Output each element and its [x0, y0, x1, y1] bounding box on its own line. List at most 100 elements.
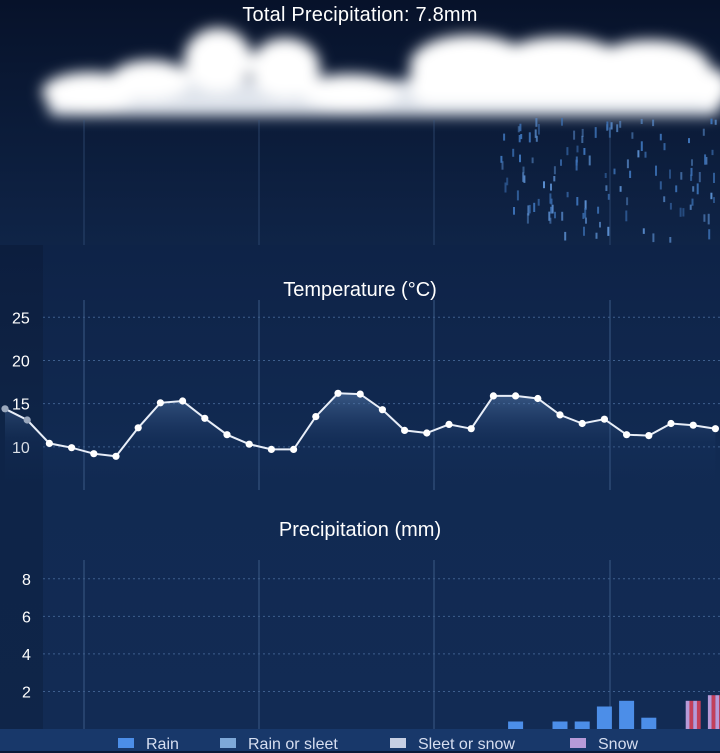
temperature-point — [134, 424, 142, 432]
rain-drop — [711, 149, 714, 156]
temperature-title: Temperature (°C) — [283, 279, 437, 301]
rain-drop — [663, 143, 666, 151]
rain-drop — [537, 124, 540, 135]
rain-drop — [680, 172, 683, 180]
rain-drop — [554, 211, 556, 219]
rain-drop — [669, 202, 672, 210]
precipitation-title: Precipitation (mm) — [278, 519, 442, 541]
temperature-point — [267, 445, 275, 453]
temperature-point — [1, 405, 9, 413]
temperature-point — [467, 425, 475, 433]
precipitation-bar — [508, 721, 524, 729]
rain-drop — [652, 233, 655, 243]
legend-label-snow: Snow — [598, 736, 639, 753]
rain-drop — [564, 231, 567, 241]
temperature-point — [45, 439, 54, 447]
rain-drop — [644, 151, 647, 158]
rain-drop — [702, 128, 705, 136]
rain-drop — [616, 124, 619, 133]
rain-drop — [566, 147, 569, 156]
rain-drop — [710, 192, 713, 200]
rain-drop — [669, 169, 671, 179]
legend-swatch-rain-or-sleet — [220, 738, 236, 748]
rain-drop — [550, 206, 553, 214]
legend-swatch-rain — [118, 738, 134, 748]
rain-drop — [710, 118, 713, 125]
temperature-point — [290, 445, 298, 453]
rain-drop — [619, 186, 622, 192]
temperature-point — [445, 420, 453, 428]
rain-drop — [629, 170, 632, 178]
legend-label-sleet-or-snow: Sleet or snow — [418, 736, 515, 753]
rain-drop — [550, 183, 552, 191]
precipitation-bar — [552, 721, 568, 729]
temperature-point — [312, 413, 320, 421]
temperature-point — [489, 392, 497, 400]
rain-drop — [583, 226, 585, 236]
rain-drop — [713, 172, 715, 183]
rain-drop — [548, 211, 551, 221]
rain-drop — [613, 168, 616, 175]
temperature-tick-label: 15 — [12, 397, 30, 414]
rain-drop — [691, 159, 693, 166]
temperature-chart: 25201510 — [1, 300, 720, 490]
rain-drop — [652, 119, 655, 127]
rain-drop — [703, 214, 706, 222]
temperature-point — [68, 444, 76, 452]
rain-drops — [500, 118, 717, 243]
temperature-point — [667, 419, 675, 428]
precipitation-bar — [715, 695, 720, 729]
precipitation-bar — [689, 700, 694, 729]
rain-drop — [607, 193, 610, 200]
rain-drop — [576, 197, 579, 206]
precipitation-tick-label: 4 — [22, 647, 31, 664]
legend-item-sleet-or-snow: Sleet or snow — [390, 737, 515, 753]
rain-drop — [659, 181, 662, 190]
rain-drop — [642, 228, 645, 234]
temperature-point — [223, 431, 231, 439]
rain-drop — [581, 128, 584, 137]
rain-drop — [640, 118, 643, 124]
rain-drop — [692, 186, 695, 192]
temperature-point — [511, 392, 520, 400]
temperature-point — [112, 452, 120, 460]
temperature-tick-label: 20 — [12, 353, 30, 370]
rain-drop — [708, 229, 711, 240]
rain-drop — [575, 156, 578, 163]
rain-drop — [549, 193, 552, 204]
rain-drop — [575, 159, 578, 171]
precipitation-tick-label: 2 — [22, 684, 31, 701]
rain-drop — [516, 190, 519, 201]
rain-drop — [531, 157, 534, 164]
legend-label-rain: Rain — [146, 736, 179, 753]
temperature-point — [245, 440, 253, 448]
rain-drop — [604, 173, 607, 178]
rain-drop — [573, 130, 576, 140]
rain-drop — [506, 177, 509, 186]
rain-drop — [605, 185, 608, 191]
temperature-point — [201, 414, 209, 422]
rain-drop — [626, 197, 629, 206]
rain-drop — [501, 161, 504, 170]
rain-drop — [566, 191, 569, 198]
rain-drop — [631, 132, 634, 139]
temperature-point — [689, 421, 697, 429]
legend-item-rain-or-sleet: Rain or sleet — [220, 737, 338, 753]
rain-drop — [523, 175, 526, 183]
rain-drop — [528, 132, 531, 143]
rain-drop — [519, 123, 522, 132]
rain-drop — [663, 196, 666, 203]
rain-drop — [527, 205, 530, 216]
precipitation-bar — [641, 717, 657, 729]
rain-drop — [595, 232, 598, 239]
temperature-point — [623, 431, 631, 439]
rain-drop — [682, 208, 685, 217]
temperature-tick-label: 25 — [12, 310, 30, 327]
rain-drop — [519, 154, 521, 163]
rain-drop — [528, 204, 531, 214]
rain-drop — [705, 157, 708, 165]
rain-drop — [594, 127, 597, 138]
temperature-point — [600, 415, 609, 423]
rain-drop — [690, 167, 693, 176]
rain-drop — [583, 148, 586, 155]
